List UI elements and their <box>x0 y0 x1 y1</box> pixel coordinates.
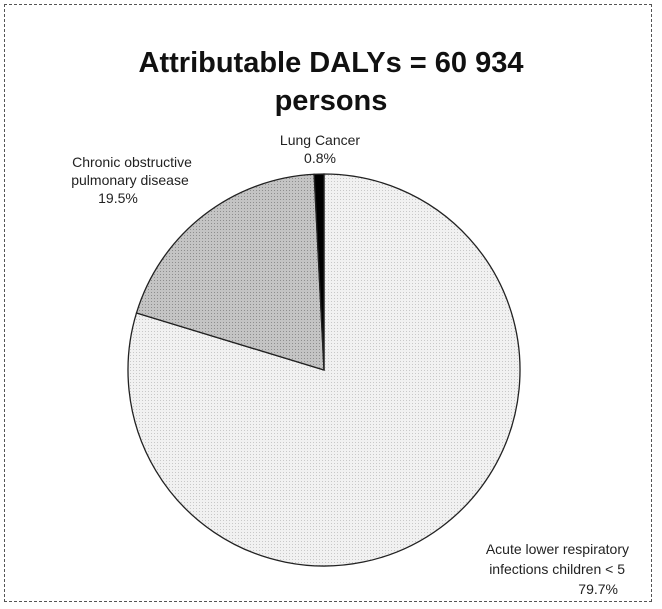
chart-title: Attributable DALYs = 60 934 persons <box>0 44 662 120</box>
slice-label-copd-line-2: pulmonary disease <box>71 172 189 188</box>
pie-slice-lung-cancer <box>313 173 325 371</box>
slice-label-copd-line-1: Chronic obstructive <box>72 154 192 170</box>
slice-label-acute-line-2: infections children < 5 <box>489 561 625 577</box>
slice-label-lung-cancer: Lung Cancer <box>280 132 361 148</box>
pie-slice-copd <box>135 173 325 371</box>
slice-value-copd: 19.5% <box>98 190 138 206</box>
slice-value-lung-cancer: 0.8% <box>304 150 336 166</box>
chart-frame <box>4 4 652 602</box>
pie-slice-acute-lower-respiratory <box>127 173 521 567</box>
slice-label-acute-line-1: Acute lower respiratory <box>486 541 629 557</box>
slice-value-acute: 79.7% <box>578 581 618 597</box>
chart-title-line-1: Attributable DALYs = 60 934 <box>138 47 524 79</box>
chart-title-line-2: persons <box>274 85 388 117</box>
